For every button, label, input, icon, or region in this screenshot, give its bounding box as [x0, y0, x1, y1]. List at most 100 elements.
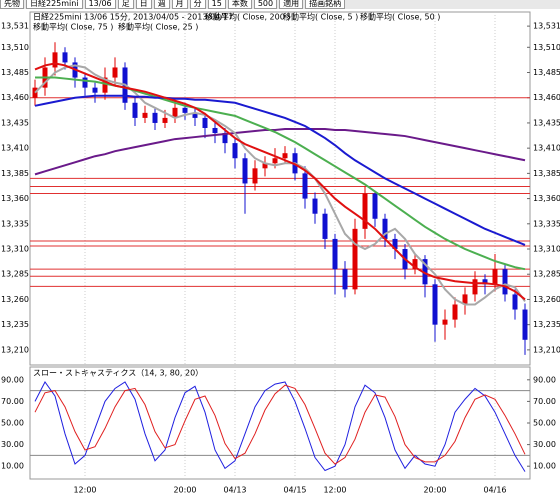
candle-body — [252, 168, 258, 184]
series-line — [34, 384, 526, 465]
x-tick-label: 20:00 — [173, 486, 196, 495]
candle-body — [482, 279, 488, 285]
y-tick-label-right: 13,310 — [533, 245, 560, 254]
candle-body — [302, 173, 308, 199]
candle-body — [362, 193, 368, 229]
candle-body — [132, 102, 138, 118]
y-tick-label-right: 13,435 — [533, 118, 560, 127]
y-tick-label: 13,260 — [1, 295, 29, 304]
y-tick-label: 13,510 — [1, 43, 29, 52]
candle-body — [142, 112, 148, 118]
y-tick-label-right: 30.00 — [533, 440, 556, 449]
x-tick-label: 12:00 — [73, 486, 96, 495]
x-tick-label: 04/13 — [223, 486, 246, 495]
y-tick-label: 30.00 — [1, 440, 24, 449]
candle-body — [412, 259, 418, 270]
y-tick-label: 70.00 — [1, 397, 24, 406]
chart-title: 日経225mini 13/06 15分, 2013/04/05 - 2013/0… — [33, 12, 233, 22]
candle-body — [82, 77, 88, 88]
toolbar-item[interactable]: 先物 — [0, 0, 24, 9]
candle-body — [62, 52, 68, 63]
candle-body — [202, 117, 208, 128]
toolbar-item[interactable]: 15 — [207, 0, 226, 9]
y-tick-label: 13,335 — [1, 219, 29, 228]
candle-body — [112, 67, 118, 78]
candle-body — [392, 238, 398, 250]
candle-body — [372, 193, 378, 219]
legend-entry: 移動平均( Close, 5 ) — [283, 12, 358, 22]
toolbar-item[interactable]: 本数 — [227, 0, 252, 9]
y-tick-label-right: 13,385 — [533, 169, 560, 178]
y-tick-label: 13,210 — [1, 345, 29, 354]
y-tick-label: 13,285 — [1, 270, 29, 279]
y-tick-label-right: 10.00 — [533, 462, 556, 471]
toolbar-item[interactable]: 日 — [135, 0, 152, 9]
toolbar-item[interactable]: 分 — [189, 0, 206, 9]
y-tick-label: 13,385 — [1, 169, 29, 178]
y-tick-label: 13,235 — [1, 320, 29, 329]
y-tick-label-right: 13,210 — [533, 345, 560, 354]
y-tick-label-right: 13,335 — [533, 219, 560, 228]
candle-body — [172, 107, 178, 118]
y-tick-label-right: 13,510 — [533, 43, 560, 52]
candle-body — [512, 294, 518, 310]
candle-body — [92, 87, 98, 93]
x-tick-label: 04/15 — [283, 486, 306, 495]
y-tick-label-right: 13,360 — [533, 194, 560, 203]
legend-entry: 移動平均( Close, 75 ) — [33, 22, 113, 32]
candle-body — [102, 77, 108, 93]
candle-body — [352, 228, 358, 290]
toolbar-item[interactable]: 足 — [117, 0, 134, 9]
y-tick-label-right: 70.00 — [533, 397, 556, 406]
toolbar-item[interactable]: 週 — [153, 0, 170, 9]
candle-body — [502, 269, 508, 295]
candle-body — [382, 218, 388, 239]
stoch-title: スロー・ストキャスティクス（14, 3, 80, 20） — [33, 369, 203, 378]
y-tick-label-right: 13,260 — [533, 295, 560, 304]
y-tick-label: 10.00 — [1, 462, 24, 471]
legend-entry: 移動平均( Close, 200 ) — [205, 12, 290, 22]
y-tick-label: 13,360 — [1, 194, 29, 203]
toolbar-item[interactable]: 月 — [171, 0, 188, 9]
candle-body — [262, 163, 268, 169]
y-tick-label-right: 90.00 — [533, 375, 556, 384]
toolbar-item[interactable]: 描画銘柄 — [305, 0, 346, 9]
toolbar-item[interactable]: 500 — [253, 0, 278, 9]
x-tick-label: 04/16 — [483, 486, 506, 495]
y-tick-label-right: 13,485 — [533, 68, 560, 77]
candle-body — [422, 259, 428, 285]
y-tick-label: 50.00 — [1, 419, 24, 428]
candle-body — [322, 213, 328, 239]
candle-body — [462, 294, 468, 305]
candle-body — [282, 153, 288, 159]
series-line — [34, 64, 526, 306]
toolbar-item[interactable]: 13/06 — [84, 0, 116, 9]
candle-body — [222, 133, 228, 144]
candle-body — [312, 198, 318, 214]
x-tick-label: 20:00 — [423, 486, 446, 495]
legend-entry: 移動平均( Close, 50 ) — [360, 12, 440, 22]
series-line — [34, 94, 526, 246]
y-tick-label: 13,310 — [1, 245, 29, 254]
y-tick-label: 13,460 — [1, 93, 29, 102]
series-line — [34, 127, 526, 176]
y-tick-label: 13,410 — [1, 144, 29, 153]
candle-body — [452, 304, 458, 320]
candle-body — [342, 269, 348, 290]
y-tick-label-right: 50.00 — [533, 419, 556, 428]
toolbar: 先物 日経225mini 13/06 足日週月分 15 本数 500 適用 描画銘柄 — [0, 0, 560, 9]
x-tick-label: 12:00 — [323, 486, 346, 495]
candle-body — [242, 158, 248, 184]
price-panel — [29, 11, 531, 366]
candle-body — [212, 127, 218, 134]
candle-body — [492, 269, 498, 285]
y-tick-label: 13,531 — [1, 22, 29, 31]
toolbar-item[interactable]: 適用 — [279, 0, 304, 9]
toolbar-item[interactable]: 日経225mini — [26, 0, 83, 9]
y-tick-label-right: 13,235 — [533, 320, 560, 329]
candle-body — [432, 284, 438, 325]
candle-body — [52, 52, 58, 68]
candle-body — [442, 319, 448, 325]
